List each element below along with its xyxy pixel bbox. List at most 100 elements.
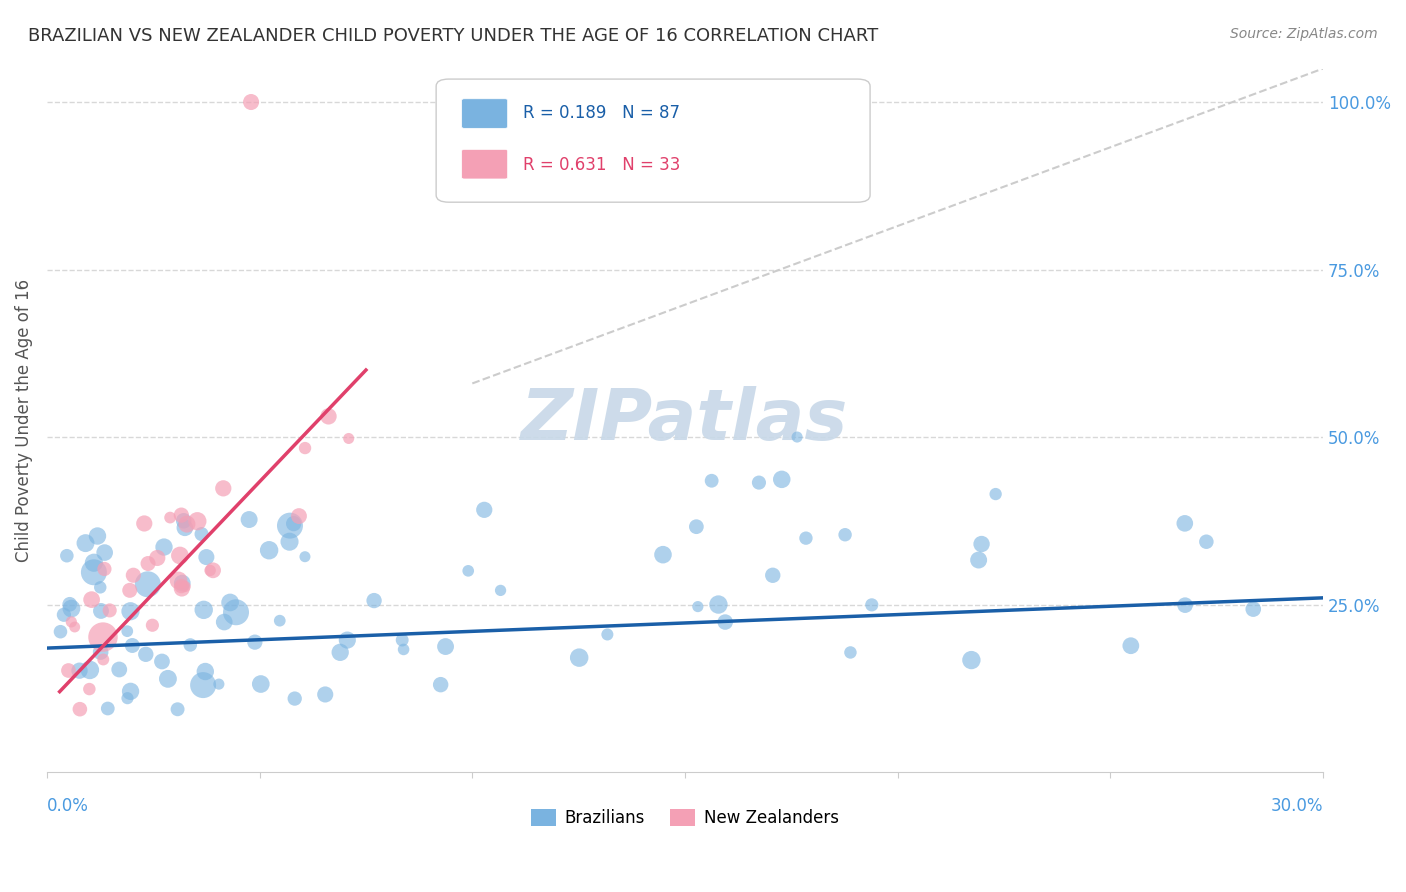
Point (79, 663, 101, 677)
Point (596, 627, 619, 641)
Point (79, 682, 101, 697)
Point (269, 614, 291, 628)
Point (90, 604, 112, 618)
FancyBboxPatch shape (461, 99, 508, 128)
Text: ZIPatlas: ZIPatlas (522, 385, 849, 455)
Point (1174, 598, 1197, 612)
Text: 30.0%: 30.0% (1271, 797, 1323, 815)
Text: Source: ZipAtlas.com: Source: ZipAtlas.com (1230, 27, 1378, 41)
Point (568, 650, 591, 665)
Point (288, 509, 311, 524)
Point (392, 642, 415, 657)
Point (984, 487, 1007, 501)
Point (173, 521, 195, 535)
Point (60, 601, 83, 615)
Point (91, 652, 114, 666)
Point (794, 531, 817, 545)
Point (52, 607, 75, 622)
Point (1174, 516, 1197, 531)
Text: 0.0%: 0.0% (46, 797, 89, 815)
Point (770, 472, 793, 486)
Point (191, 678, 214, 692)
Point (283, 516, 305, 531)
Text: R = 0.631   N = 33: R = 0.631 N = 33 (523, 156, 681, 174)
Point (284, 691, 307, 706)
Point (707, 598, 730, 612)
Point (834, 527, 856, 541)
Point (860, 598, 883, 612)
Point (83, 556, 105, 570)
Point (960, 653, 983, 667)
Point (89, 580, 111, 594)
Point (69, 702, 91, 716)
Point (122, 568, 145, 582)
Point (472, 503, 495, 517)
Point (714, 615, 737, 629)
Point (118, 583, 141, 598)
Point (786, 430, 808, 444)
Point (219, 595, 242, 609)
Point (318, 409, 340, 424)
Point (457, 564, 479, 578)
Point (136, 577, 159, 591)
Point (49, 624, 72, 639)
Point (117, 624, 139, 639)
Point (748, 475, 770, 490)
Point (91, 630, 114, 644)
Point (391, 633, 413, 648)
Point (194, 665, 217, 679)
Point (75, 536, 97, 550)
Point (176, 517, 198, 532)
Point (173, 514, 195, 528)
Point (60, 615, 83, 629)
Point (294, 549, 316, 564)
Point (117, 691, 139, 706)
Point (336, 633, 359, 648)
Point (243, 635, 266, 649)
Text: BRAZILIAN VS NEW ZEALANDER CHILD POVERTY UNDER THE AGE OF 16 CORRELATION CHART: BRAZILIAN VS NEW ZEALANDER CHILD POVERTY… (28, 27, 879, 45)
Point (86, 529, 108, 543)
Point (208, 677, 231, 691)
Point (120, 604, 142, 618)
Point (172, 576, 194, 591)
Point (90, 645, 112, 659)
Point (434, 640, 457, 654)
Point (202, 563, 225, 577)
Point (278, 518, 301, 533)
Point (249, 677, 271, 691)
Point (80, 592, 103, 607)
Point (652, 548, 675, 562)
Point (63, 620, 86, 634)
Point (839, 645, 862, 659)
Point (257, 543, 280, 558)
Text: R = 0.189   N = 87: R = 0.189 N = 87 (523, 103, 681, 122)
Point (174, 579, 197, 593)
Point (167, 574, 190, 588)
Point (170, 508, 193, 522)
Point (685, 519, 707, 533)
Point (294, 441, 316, 455)
Point (212, 481, 235, 495)
Point (238, 512, 260, 526)
Point (314, 688, 336, 702)
Point (700, 474, 723, 488)
Point (240, 95, 263, 109)
Point (159, 510, 181, 524)
Point (141, 618, 163, 632)
Point (135, 648, 157, 662)
Point (329, 645, 352, 659)
Point (169, 549, 191, 563)
Point (212, 615, 235, 629)
Point (170, 582, 193, 596)
Point (190, 527, 212, 541)
Point (686, 599, 709, 614)
Point (363, 593, 385, 607)
Point (156, 672, 179, 686)
Point (146, 551, 169, 566)
Point (83, 566, 105, 580)
Point (98, 603, 121, 617)
Point (56, 549, 79, 563)
Point (198, 564, 221, 578)
Point (225, 605, 247, 619)
Point (58, 664, 80, 678)
